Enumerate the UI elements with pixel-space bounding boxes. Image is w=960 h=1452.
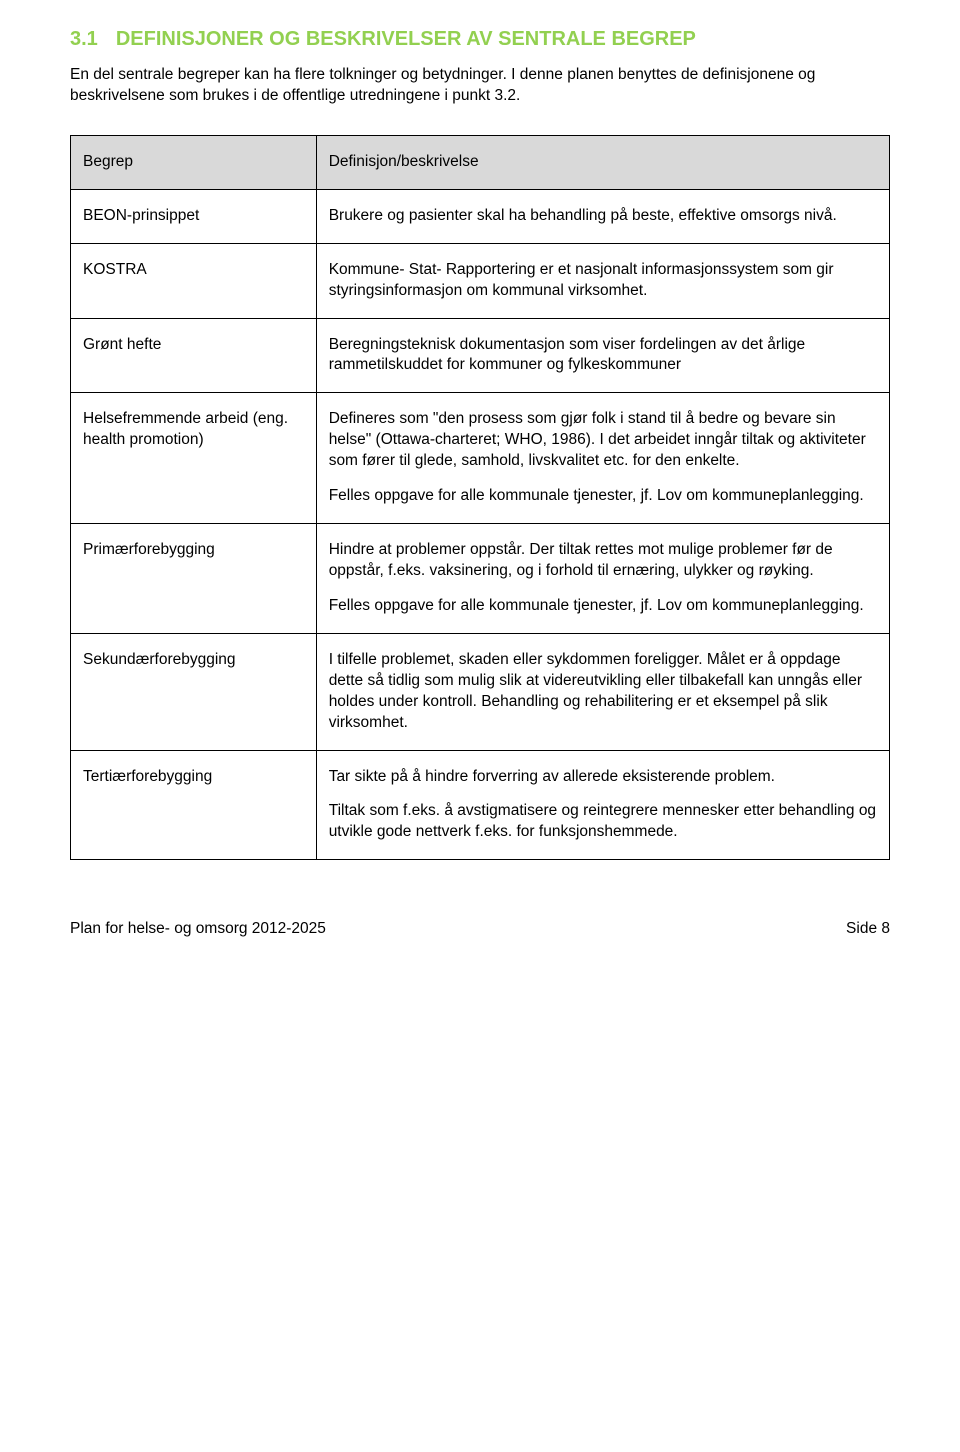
definition-paragraph: Tiltak som f.eks. å avstigmatisere og re… [329, 801, 877, 843]
definition-paragraph: Defineres som "den prosess som gjør folk… [329, 409, 877, 472]
table-row: Helsefremmende arbeid (eng. health promo… [71, 393, 890, 524]
term-cell: Grønt hefte [71, 318, 317, 393]
definition-paragraph: I tilfelle problemet, skaden eller sykdo… [329, 650, 877, 734]
header-cell-term: Begrep [71, 135, 317, 189]
intro-paragraph: En del sentrale begreper kan ha flere to… [70, 65, 890, 107]
definition-paragraph: Hindre at problemer oppstår. Der tiltak … [329, 540, 877, 582]
table-row: Primærforebygging Hindre at problemer opp… [71, 524, 890, 634]
definition-cell: Tar sikte på å hindre forverring av alle… [316, 750, 889, 860]
definition-cell: Defineres som "den prosess som gjør folk… [316, 393, 889, 524]
section-number: 3.1 [70, 28, 98, 50]
table-row: BEON-prinsippet Brukere og pasienter skal… [71, 189, 890, 243]
definition-paragraph: Kommune- Stat- Rapportering er et nasjon… [329, 260, 877, 302]
term-cell: Sekundærforebygging [71, 633, 317, 750]
definition-cell: I tilfelle problemet, skaden eller sykdo… [316, 633, 889, 750]
definition-paragraph: Tar sikte på å hindre forverring av alle… [329, 767, 877, 788]
page-footer: Plan for helse- og omsorg 2012-2025 Side… [70, 920, 890, 938]
footer-right: Side 8 [846, 920, 890, 938]
term-cell: KOSTRA [71, 243, 317, 318]
table-row: SekundærforebyggingI tilfelle problemet,… [71, 633, 890, 750]
term-cell: Helsefremmende arbeid (eng. health promo… [71, 393, 317, 524]
definition-paragraph: Beregningsteknisk dokumentasjon som vise… [329, 335, 877, 377]
definition-cell: Hindre at problemer oppstår. Der tiltak … [316, 524, 889, 634]
term-cell: BEON-prinsippet [71, 189, 317, 243]
term-cell: Primærforebygging [71, 524, 317, 634]
section-heading: 3.1 DEFINISJONER OG BESKRIVELSER AV SENTR… [70, 28, 890, 51]
header-cell-definition: Definisjon/beskrivelse [316, 135, 889, 189]
table-row: Tertiærforebygging Tar sikte på å hindre … [71, 750, 890, 860]
table-header-row: BegrepDefinisjon/beskrivelse [71, 135, 890, 189]
definition-paragraph: Felles oppgave for alle kommunale tjenes… [329, 596, 877, 617]
definition-cell: Beregningsteknisk dokumentasjon som vise… [316, 318, 889, 393]
table-row: KOSTRA Kommune- Stat- Rapportering er et … [71, 243, 890, 318]
definition-cell: Kommune- Stat- Rapportering er et nasjon… [316, 243, 889, 318]
definition-paragraph: Brukere og pasienter skal ha behandling … [329, 206, 877, 227]
definition-cell: Brukere og pasienter skal ha behandling … [316, 189, 889, 243]
definition-paragraph: Felles oppgave for alle kommunale tjenes… [329, 486, 877, 507]
footer-left: Plan for helse- og omsorg 2012-2025 [70, 920, 326, 938]
definitions-table: BegrepDefinisjon/beskrivelseBEON-prinsip… [70, 135, 890, 860]
section-title: DEFINISJONER OG BESKRIVELSER AV SENTRALE… [116, 28, 696, 50]
term-cell: Tertiærforebygging [71, 750, 317, 860]
table-row: Grønt hefte Beregningsteknisk dokumentasj… [71, 318, 890, 393]
